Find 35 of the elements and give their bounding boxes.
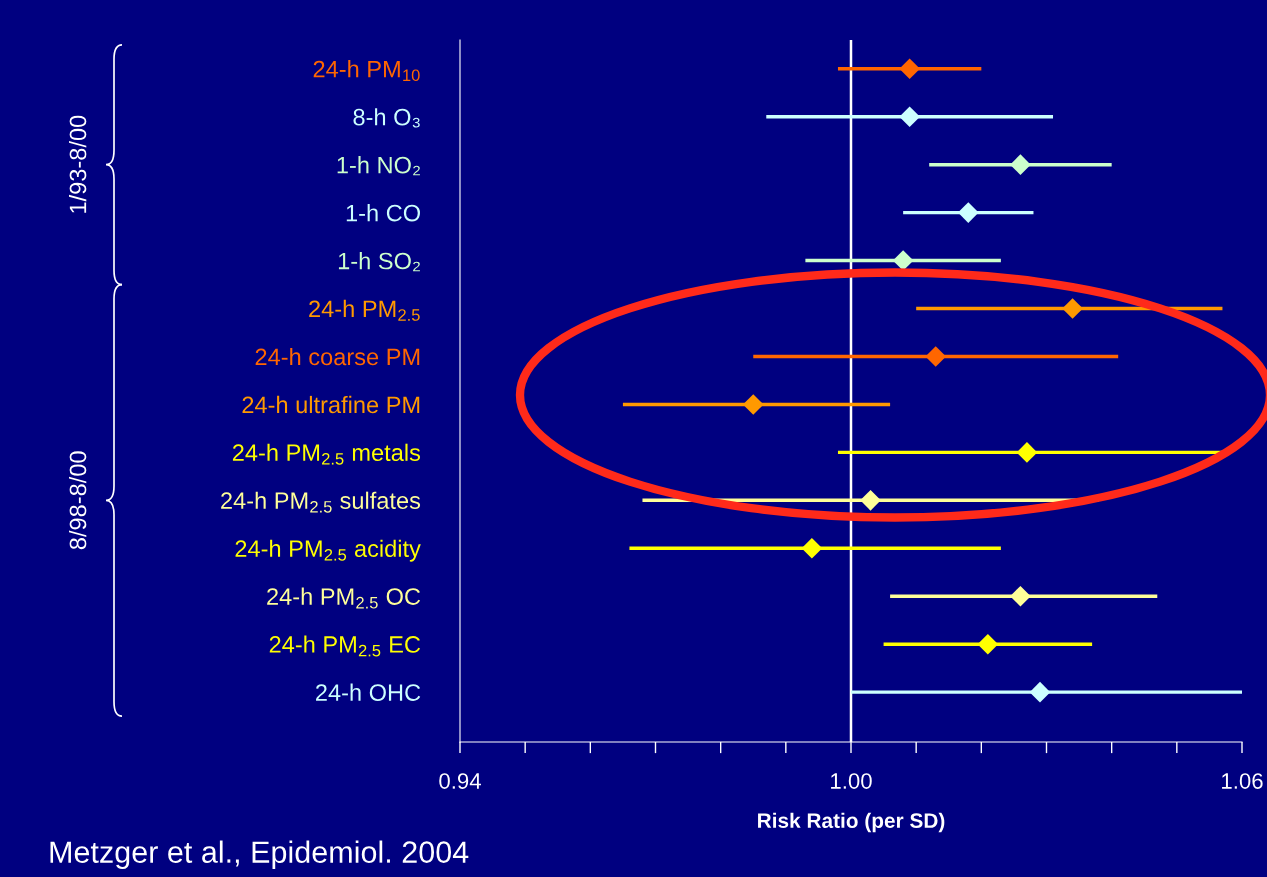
point (925, 346, 947, 367)
y-tick-label: 1-h NO₂ (337, 156, 420, 176)
y-tick-label: 24-h PM$_{2.5}$ OC (267, 587, 421, 609)
point (899, 58, 920, 80)
y-tick-label: 1-h CO (346, 204, 420, 222)
y-tick-label: 8-h O₃ (353, 108, 420, 128)
y-tick-label: 24-h PM$_{2.5}$ metals (232, 443, 421, 465)
text: 1/93-8/00 (69, 115, 87, 213)
point (1062, 298, 1083, 319)
point (899, 106, 920, 128)
point (801, 537, 823, 559)
y-tick-label: 24-h ultrafine PM (242, 395, 420, 414)
y-tick-label: 24-h PM$_{2.5}$ (309, 299, 420, 321)
point (977, 633, 999, 655)
y-tick-label: 24-h PM$_{2.5}$ sulfates (221, 491, 421, 513)
y-tick-label: 24-h PM$_{2.5}$ EC (269, 635, 421, 657)
y-tick-label: 1-h SO₂ (338, 252, 420, 272)
point (892, 250, 914, 271)
text: 8/98-8/00 (69, 451, 87, 550)
x-axis-title: Risk Ratio (per SD) (758, 812, 945, 833)
point (742, 394, 764, 415)
x-tick-label: 1.06 (1222, 773, 1263, 789)
y-tick-label: 24-h PM$_{2.5}$ acidity (235, 539, 421, 562)
x-tick-label: 0.94 (439, 773, 481, 789)
point (1010, 585, 1031, 607)
point (1016, 442, 1038, 463)
point (860, 490, 881, 511)
point (1029, 681, 1051, 703)
y-tick-label: 24-h PM$_{10}$ (313, 60, 420, 82)
point (1010, 154, 1031, 175)
x-tick-label: 1.00 (831, 773, 872, 789)
y-tick-label: 24-h OHC (316, 683, 421, 701)
point (958, 202, 979, 223)
text: Metzger et al., Epidemiol. 2004 (50, 840, 469, 869)
y-tick-label: 24-h coarse PM (255, 347, 420, 366)
